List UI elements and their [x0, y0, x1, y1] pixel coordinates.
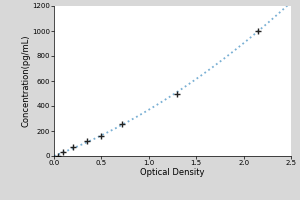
- X-axis label: Optical Density: Optical Density: [140, 168, 205, 177]
- Y-axis label: Concentration(pg/mL): Concentration(pg/mL): [21, 35, 30, 127]
